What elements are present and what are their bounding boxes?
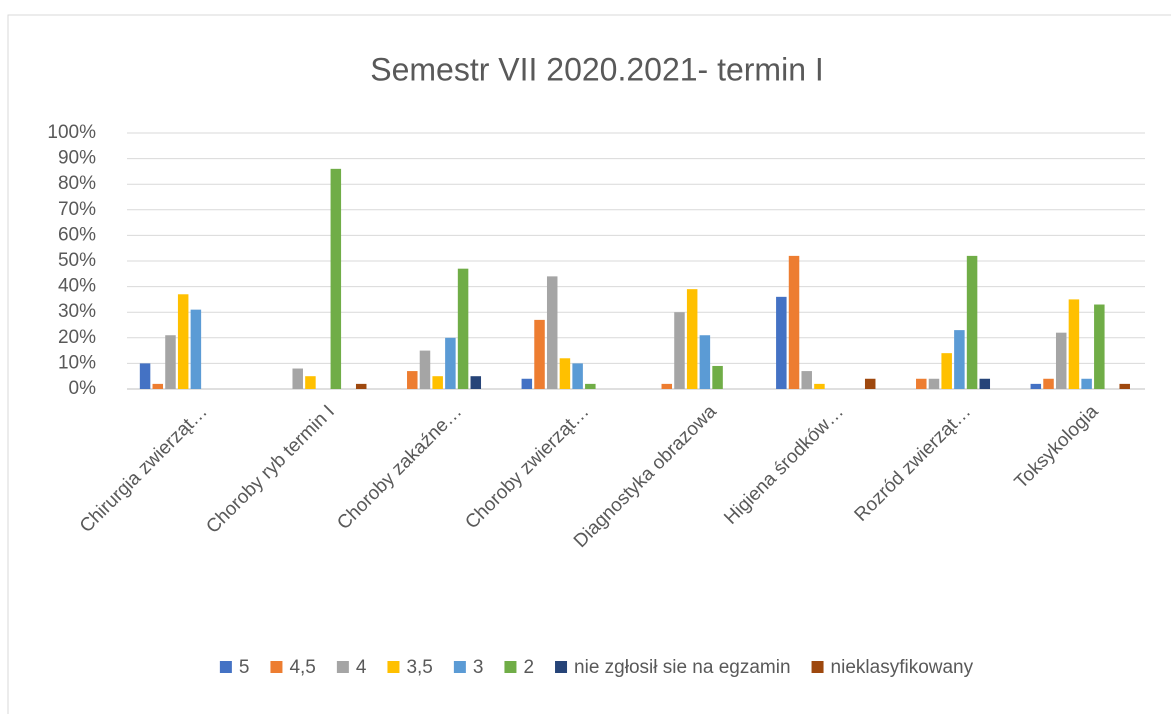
chart-title: Semestr VII 2020.2021- termin I xyxy=(370,51,824,87)
bar xyxy=(432,376,443,389)
legend-label: 4 xyxy=(356,657,367,678)
bar xyxy=(699,335,711,389)
legend-swatch xyxy=(811,661,824,673)
bar xyxy=(470,376,482,389)
legend-label: 5 xyxy=(239,657,250,678)
bar xyxy=(534,319,545,389)
legend-swatch xyxy=(219,661,232,673)
bar xyxy=(177,294,189,389)
x-tick-label: Toksykologia xyxy=(1011,401,1103,493)
y-tick-label: 90% xyxy=(58,148,96,169)
y-tick-label: 50% xyxy=(58,250,96,271)
legend-label: 3 xyxy=(473,657,484,678)
bar xyxy=(305,376,316,389)
bar xyxy=(292,368,303,389)
bar xyxy=(1081,378,1092,389)
x-tick-label: Choroby zwierząt… xyxy=(461,401,593,533)
bar xyxy=(954,330,965,389)
legend-swatch xyxy=(336,661,349,673)
x-tick-label: Choroby zakaźne… xyxy=(333,401,466,534)
bar xyxy=(788,255,800,389)
bar xyxy=(445,337,456,389)
bar xyxy=(407,371,418,389)
legend-label: 4,5 xyxy=(289,657,315,678)
bar xyxy=(966,255,978,389)
bar xyxy=(864,378,876,389)
bar xyxy=(801,371,812,389)
chart-frame xyxy=(7,14,1171,714)
bar xyxy=(1119,383,1130,389)
legend-label: 3,5 xyxy=(406,657,432,678)
y-tick-label: 70% xyxy=(58,199,96,220)
legend-swatch xyxy=(504,661,517,673)
bar xyxy=(1094,304,1105,389)
legend-swatch xyxy=(387,661,400,673)
bar xyxy=(190,309,202,389)
legend-label: nie zgłosił sie na egzamin xyxy=(574,657,791,678)
x-tick-label: Choroby ryb termin I xyxy=(202,401,339,538)
bar xyxy=(330,168,342,389)
y-tick-label: 100% xyxy=(47,122,96,143)
legend-label: 2 xyxy=(523,657,534,678)
bar xyxy=(928,378,940,389)
bar xyxy=(1068,299,1080,389)
legend-swatch xyxy=(453,661,466,673)
bar xyxy=(661,383,673,389)
bar xyxy=(686,289,698,389)
bar xyxy=(916,378,927,389)
bar xyxy=(572,363,583,389)
bar xyxy=(941,353,952,389)
x-tick-label: Higiena środków… xyxy=(720,401,848,529)
x-tick-label: Diagnostyka obrazowa xyxy=(570,401,721,552)
bar xyxy=(165,335,176,389)
bar xyxy=(521,378,533,389)
bar xyxy=(419,350,431,389)
y-tick-label: 20% xyxy=(58,327,96,348)
bar xyxy=(814,383,825,389)
bar xyxy=(776,296,787,389)
bar xyxy=(355,383,367,389)
bar xyxy=(585,383,596,389)
bar xyxy=(457,268,469,389)
x-tick-label: Rozród zwierząt… xyxy=(851,401,976,526)
bar xyxy=(1043,378,1054,389)
bar xyxy=(1030,383,1042,389)
y-tick-label: 30% xyxy=(58,301,96,322)
y-tick-label: 10% xyxy=(58,352,96,373)
bar xyxy=(139,363,151,389)
bar xyxy=(1055,332,1067,389)
bar xyxy=(152,383,164,389)
legend-swatch xyxy=(270,661,283,673)
bar xyxy=(674,312,685,389)
y-tick-label: 80% xyxy=(58,173,96,194)
legend-swatch xyxy=(555,661,568,673)
bar xyxy=(712,365,723,389)
bar xyxy=(546,276,558,389)
y-tick-label: 0% xyxy=(69,378,97,399)
y-tick-label: 40% xyxy=(58,276,96,297)
legend-label: nieklasyfikowany xyxy=(831,657,974,678)
bar xyxy=(979,378,991,389)
bar xyxy=(559,358,571,389)
x-tick-label: Chirurgia zwierząt… xyxy=(76,401,212,537)
y-tick-label: 60% xyxy=(58,224,96,245)
